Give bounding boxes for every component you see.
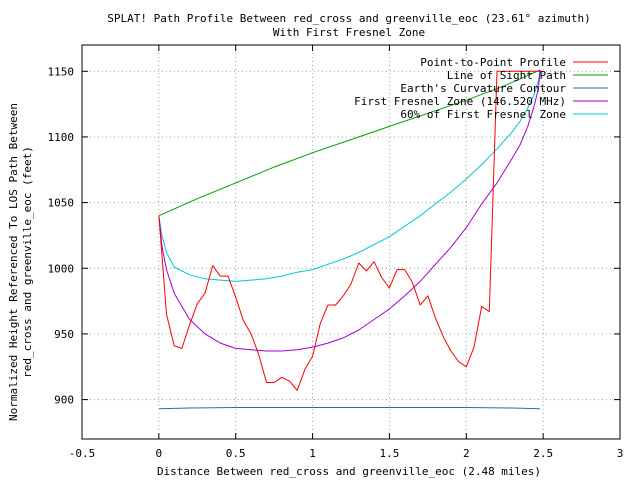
x-tick-label: 2 xyxy=(463,447,470,460)
y-tick-label: 1150 xyxy=(48,65,75,78)
y-axis-label-line1: Normalized Height Referenced To LOS Path… xyxy=(7,103,20,421)
series-line-60-of-first-fresnel-zone xyxy=(158,69,541,282)
y-tick-label: 900 xyxy=(54,394,74,407)
x-tick-label: -0.5 xyxy=(69,447,96,460)
plot-border xyxy=(81,44,621,440)
x-tick-label: 1.5 xyxy=(379,447,399,460)
y-tick-label: 950 xyxy=(54,328,74,341)
legend-label: Point-to-Point Profile xyxy=(420,56,566,69)
x-tick-label: 2.5 xyxy=(533,447,553,460)
y-tick-label: 1000 xyxy=(48,262,75,275)
x-tick-label: 1 xyxy=(309,447,316,460)
y-tick-label: 1100 xyxy=(48,131,75,144)
legend-label: 60% of First Fresnel Zone xyxy=(400,108,566,121)
series-line-point-to-point-profile xyxy=(158,70,541,391)
x-tick-label: 0.5 xyxy=(226,447,246,460)
axis-ticks: -0.5 0 0.5 1 1.5 2 2.5 3 900 950 1000 1050 1100 1150 xyxy=(48,45,624,460)
y-tick-label: 1050 xyxy=(48,197,75,210)
legend-label: First Fresnel Zone (146.520 MHz) xyxy=(354,95,566,108)
x-tick-label: 0 xyxy=(156,447,163,460)
series-line-earth-s-curvature-contour xyxy=(158,407,541,410)
x-tick-label: 3 xyxy=(617,447,624,460)
grid-lines xyxy=(82,45,620,439)
series-line-first-fresnel-zone-146-520-mhz xyxy=(158,69,541,352)
chart-subtitle: With First Fresnel Zone xyxy=(273,26,425,39)
series-line-line-of-sight-path xyxy=(158,69,541,217)
legend-label: Line of Sight Path xyxy=(447,69,566,82)
chart-title: SPLAT! Path Profile Between red_cross an… xyxy=(107,12,590,25)
legend-label: Earth's Curvature Contour xyxy=(400,82,566,95)
x-axis-label: Distance Between red_cross and greenvill… xyxy=(157,465,541,478)
y-axis-label-line2: red_cross and greenville_eoc (feet) xyxy=(21,146,34,378)
series-lines xyxy=(158,69,541,410)
